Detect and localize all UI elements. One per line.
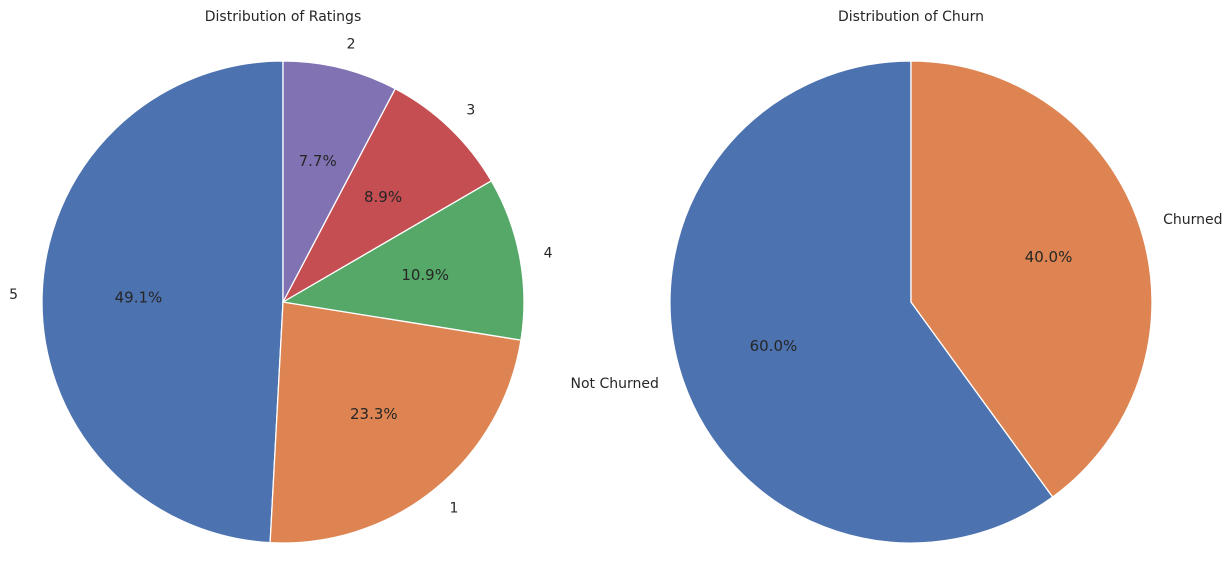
churn-slice-label-not-churned: Not Churned xyxy=(570,376,658,392)
churn-slice-not-churned xyxy=(669,60,1054,544)
ratings-slice-pct-3: 8.9% xyxy=(364,188,402,206)
churn-chart-title: Distribution of Churn xyxy=(838,9,984,25)
ratings-slice-label-1: 1 xyxy=(450,500,459,516)
ratings-slice-label-5: 5 xyxy=(9,287,18,303)
ratings-slice-3 xyxy=(282,88,492,303)
churn-slices xyxy=(669,60,1153,544)
ratings-slices xyxy=(41,60,525,544)
ratings-pie-chart: Distribution of Ratings 5 49.1% 1 23.3% 4 10.… xyxy=(9,9,553,544)
ratings-chart-title: Distribution of Ratings xyxy=(205,9,362,25)
ratings-slice-5 xyxy=(41,60,284,544)
churn-slice-label-churned: Churned xyxy=(1163,212,1222,228)
ratings-slice-1 xyxy=(269,301,522,544)
ratings-slice-label-3: 3 xyxy=(466,103,475,119)
ratings-slice-pct-5: 49.1% xyxy=(115,289,163,307)
churn-slice-pct-not-churned: 60.0% xyxy=(750,337,798,355)
ratings-slice-pct-1: 23.3% xyxy=(350,405,398,423)
churn-slice-pct-churned: 40.0% xyxy=(1025,248,1073,266)
churn-labels: Not Churned 60.0% Churned 40.0% xyxy=(570,212,1222,392)
ratings-slice-4 xyxy=(282,180,525,341)
ratings-slice-pct-4: 10.9% xyxy=(401,266,449,284)
ratings-slice-2 xyxy=(282,60,396,303)
ratings-slice-label-2: 2 xyxy=(347,37,356,53)
ratings-labels: 5 49.1% 1 23.3% 4 10.9% 3 8.9% 2 7.7% xyxy=(9,37,553,517)
ratings-slice-label-4: 4 xyxy=(544,246,553,262)
ratings-slice-pct-2: 7.7% xyxy=(299,152,337,170)
churn-slice-churned xyxy=(910,60,1153,498)
churn-pie-chart: Distribution of Churn Not Churned 60.0% Ch… xyxy=(570,9,1223,544)
